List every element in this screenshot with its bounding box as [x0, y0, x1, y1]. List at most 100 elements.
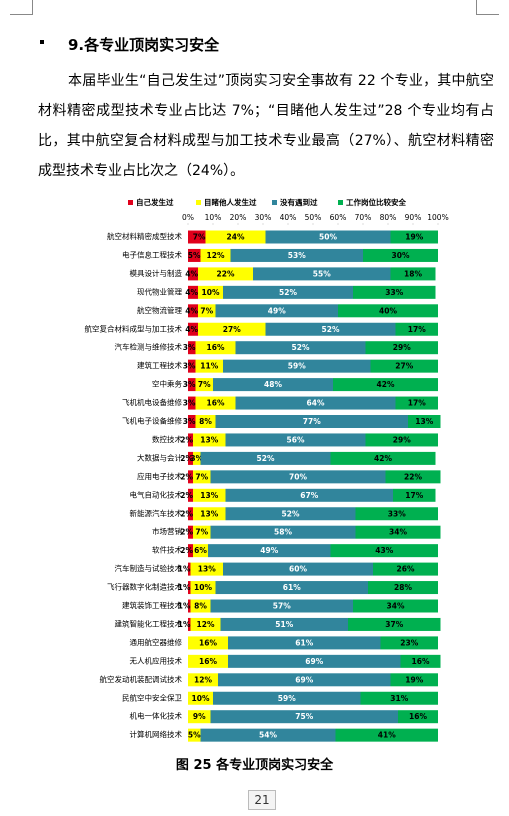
category-label: 民航空中安全保卫 [122, 692, 182, 702]
bar-segment [188, 322, 198, 336]
bar-segment [198, 285, 223, 299]
value-label: 10% [202, 288, 220, 297]
value-label: 30% [392, 251, 410, 260]
bar-segment [215, 304, 338, 318]
bar-segment [188, 470, 193, 484]
bar-segment [338, 304, 438, 318]
value-label: 4% [185, 306, 198, 315]
value-label: 28% [394, 583, 412, 592]
bar-segment [368, 581, 438, 595]
bar-segment [193, 507, 226, 521]
value-label: 22% [217, 269, 235, 278]
value-label: 16% [199, 638, 217, 647]
bar-segment [390, 673, 438, 687]
category-label: 航空物流管理 [137, 305, 182, 315]
bar-segment [348, 617, 441, 631]
value-label: 8% [199, 417, 212, 426]
bar-segment [228, 654, 401, 668]
bar-segment [210, 710, 398, 724]
category-label: 航空材料精密成型技术 [107, 231, 182, 241]
bar-segment [363, 248, 438, 262]
bar-segment [198, 304, 216, 318]
bar-segment [235, 396, 396, 410]
category-label: 现代物业管理 [137, 286, 182, 296]
legend-swatch [128, 200, 133, 205]
figure-caption: 图 25 各专业顶岗实习安全 [175, 758, 334, 773]
bar-segment [193, 544, 208, 558]
value-label: 1% [178, 620, 191, 629]
bar-segment [370, 359, 438, 373]
value-label: 61% [283, 583, 301, 592]
x-tick-label: 40% [280, 213, 297, 222]
bar-segment [188, 267, 198, 281]
legend-swatch [272, 200, 277, 205]
bar-segment [188, 230, 206, 244]
bar-segment [208, 544, 331, 558]
legend-label: 工作岗位比较安全 [346, 197, 406, 207]
value-label: 13% [200, 509, 218, 518]
value-label: 18% [404, 269, 422, 278]
value-label: 2% [180, 546, 193, 555]
category-label: 建筑工程技术 [137, 360, 182, 370]
bar-segment [195, 359, 223, 373]
legend-label: 自己发生过 [136, 197, 174, 207]
bar-segment [355, 507, 438, 521]
value-label: 49% [260, 546, 278, 555]
category-label: 计算机网络技术 [130, 729, 183, 739]
bar-segment [195, 396, 236, 410]
bar-segment [200, 248, 231, 262]
value-label: 50% [319, 233, 337, 242]
value-label: 10% [192, 694, 210, 703]
value-label: 3% [183, 362, 196, 371]
value-label: 48% [264, 380, 282, 389]
value-label: 7% [193, 233, 206, 242]
value-label: 59% [288, 362, 306, 371]
value-label: 22% [404, 472, 422, 481]
value-label: 29% [393, 343, 411, 352]
bar-segment [200, 451, 331, 465]
value-label: 8% [194, 602, 207, 611]
bar-segment [213, 378, 333, 392]
value-label: 16% [409, 712, 427, 721]
bar-segment [190, 599, 211, 613]
category-label: 数控技术 [152, 434, 182, 444]
bar-segment [188, 581, 191, 595]
value-label: 16% [207, 399, 225, 408]
value-label: 31% [390, 694, 408, 703]
category-label: 飞机电子设备维修 [122, 416, 182, 426]
bar-segment [398, 710, 438, 724]
value-label: 27% [223, 325, 241, 334]
bar-segment [188, 248, 201, 262]
value-label: 16% [199, 657, 217, 666]
value-label: 52% [322, 325, 340, 334]
value-label: 49% [268, 306, 286, 315]
corner-mark [476, 0, 499, 15]
bar-segment [193, 488, 226, 502]
value-label: 23% [400, 638, 418, 647]
value-label: 55% [313, 269, 331, 278]
bullet [40, 40, 44, 44]
value-label: 13% [200, 435, 218, 444]
value-label: 4% [185, 269, 198, 278]
value-label: 40% [379, 306, 397, 315]
x-tick-label: 50% [305, 213, 322, 222]
bar-segment [385, 470, 441, 484]
paragraph: 本届毕业生“自己发生过”顶岗实习安全事故有 22 个专业，其中航空材料精密成型技… [38, 73, 494, 179]
section-heading: 9.各专业顶岗实习安全 [68, 36, 220, 54]
legend-swatch [338, 200, 343, 205]
value-label: 54% [259, 731, 277, 740]
bar-segment [213, 691, 361, 705]
x-tick-label: 90% [405, 213, 422, 222]
bar-segment [400, 654, 441, 668]
value-label: 12% [194, 675, 212, 684]
value-label: 1% [178, 565, 191, 574]
value-label: 9% [193, 712, 206, 721]
bar-segment [188, 599, 191, 613]
bar-segment [193, 451, 201, 465]
value-label: 6% [194, 546, 207, 555]
value-label: 41% [378, 731, 396, 740]
bar-segment [390, 230, 438, 244]
bar-segment [188, 544, 193, 558]
bar-segment [215, 581, 368, 595]
bar-segment [253, 267, 391, 281]
